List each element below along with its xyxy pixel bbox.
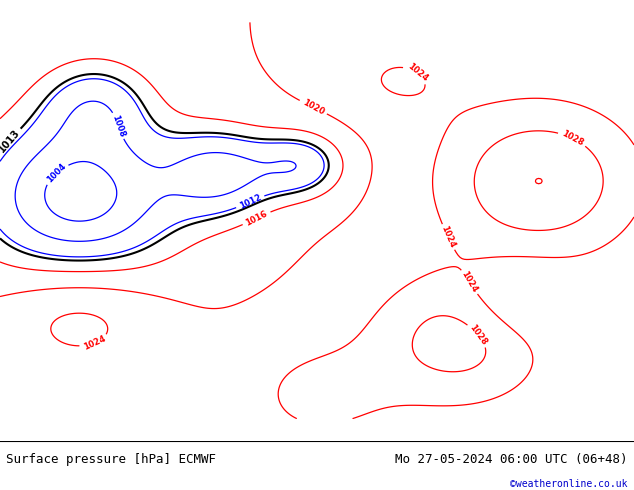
Text: 1028: 1028 — [560, 129, 585, 148]
Text: 1020: 1020 — [301, 98, 326, 117]
Text: 1013: 1013 — [0, 127, 22, 154]
Text: Mo 27-05-2024 06:00 UTC (06+48): Mo 27-05-2024 06:00 UTC (06+48) — [395, 453, 628, 466]
Text: 1024: 1024 — [460, 270, 479, 294]
Text: 1024: 1024 — [82, 334, 107, 352]
Text: 1004: 1004 — [44, 162, 67, 185]
Text: Surface pressure [hPa] ECMWF: Surface pressure [hPa] ECMWF — [6, 453, 216, 466]
Text: 1016: 1016 — [244, 209, 269, 227]
Text: 1012: 1012 — [238, 193, 262, 211]
Text: 1024: 1024 — [405, 62, 429, 84]
Text: 1028: 1028 — [468, 323, 489, 347]
Text: 1024: 1024 — [439, 224, 457, 249]
Text: ©weatheronline.co.uk: ©weatheronline.co.uk — [510, 479, 628, 489]
Text: 1008: 1008 — [110, 113, 126, 138]
